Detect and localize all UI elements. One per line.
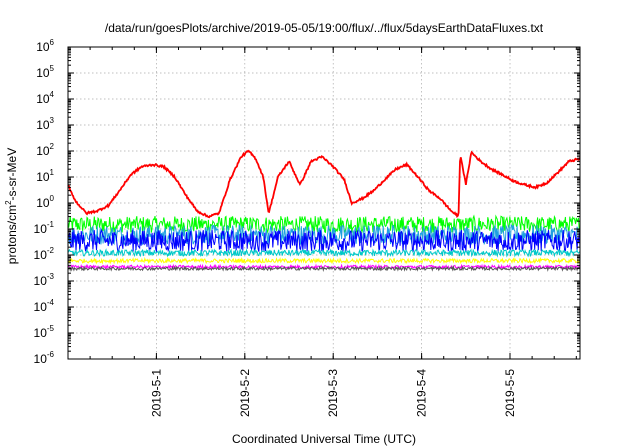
series-line	[67, 256, 581, 265]
x-tick-labels: 2019-5-1 2019-5-2 2019-5-3 2019-5-4 2019-5-5	[149, 369, 517, 417]
x-axis-label: Coordinated Universal Time (UTC)	[232, 432, 416, 446]
x-tick-label: 2019-5-4	[415, 369, 429, 417]
y-axis-label: protons/cm2-s-sr-MeV	[4, 148, 19, 264]
series-line	[67, 228, 581, 253]
y-tick-label: 10-2	[34, 246, 55, 262]
y-tick-label: 10-6	[34, 350, 55, 366]
y-tick-label: 104	[36, 90, 54, 106]
y-tick-label: 101	[36, 168, 54, 184]
series-group	[67, 149, 581, 273]
y-tick-label: 100	[36, 194, 54, 210]
x-tick-label: 2019-5-2	[238, 369, 252, 417]
series-line	[67, 248, 581, 258]
y-tick-label: 10-5	[34, 324, 55, 340]
x-tick-label: 2019-5-1	[149, 369, 163, 417]
y-tick-label: 106	[36, 38, 54, 54]
y-tick-labels: 10-6 10-5 10-4 10-3 10-2 10-1 100 101 102 103 104 1…	[34, 38, 55, 366]
series-line	[67, 224, 581, 246]
chart-title: /data/run/goesPlots/archive/2019-05-05/1…	[105, 21, 544, 35]
axis-ticks	[67, 46, 580, 360]
y-tick-label: 102	[36, 142, 54, 158]
y-tick-label: 105	[36, 64, 54, 80]
x-tick-label: 2019-5-5	[503, 369, 517, 417]
y-tick-label: 10-4	[34, 298, 55, 314]
x-tick-label: 2019-5-3	[326, 369, 340, 417]
y-tick-label: 103	[36, 116, 54, 132]
y-tick-label: 10-3	[34, 272, 55, 288]
series-line	[67, 149, 581, 219]
y-tick-label: 10-1	[34, 220, 55, 236]
series-line	[67, 265, 581, 273]
grid	[68, 47, 580, 359]
